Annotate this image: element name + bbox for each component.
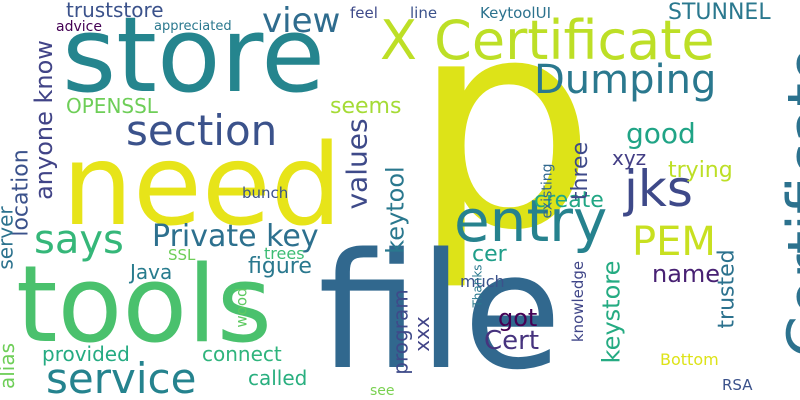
word-bottom: Bottom	[660, 352, 719, 368]
word-keytool: keytool	[384, 166, 408, 253]
word-seems: seems	[330, 96, 401, 118]
word-good: good	[626, 120, 696, 148]
word-values: values	[344, 118, 372, 209]
word-anyone-know: anyone know	[32, 40, 56, 200]
word-appreciated: appreciated	[154, 20, 232, 33]
word-connect: connect	[202, 344, 282, 364]
word-program: program	[391, 289, 411, 374]
word-line: line	[410, 6, 437, 21]
word-alias: alias	[0, 343, 17, 389]
word-xxx: xxx	[412, 316, 432, 352]
word-dumping: Dumping	[534, 60, 716, 100]
word-ssl: SSL	[168, 248, 195, 263]
word-trusted: trusted	[717, 249, 739, 328]
word-view: view	[262, 4, 340, 38]
word-keystore: keystore	[599, 261, 623, 364]
word-called: called	[248, 368, 307, 388]
word-trees: trees	[264, 246, 305, 262]
word-trying: trying	[668, 160, 733, 182]
word-three: three	[570, 142, 592, 200]
word-keytoolui: KeytoolUI	[480, 6, 551, 21]
word-rsa: RSA	[722, 378, 752, 393]
word-pem: PEM	[632, 222, 716, 262]
word-cert: Cert	[484, 328, 539, 354]
word-truststore: truststore	[66, 0, 164, 20]
word-certificate: Certificate	[780, 46, 800, 358]
word-xyz: xyz	[612, 148, 646, 168]
word-thanks: Thanks	[472, 264, 484, 307]
word-stunnel: STUNNEL	[668, 2, 771, 24]
word-cer: cer	[472, 244, 507, 266]
word-wood: wood	[235, 287, 250, 327]
word-says: says	[34, 220, 124, 260]
word-server: server	[0, 206, 16, 269]
word-existing: existing	[540, 164, 554, 219]
word-provided: provided	[42, 344, 130, 364]
word-advice: advice	[56, 20, 102, 34]
word-bunch: bunch	[242, 186, 288, 201]
word-openssl: OPENSSL	[66, 96, 158, 116]
word-name: name	[652, 262, 720, 286]
word-knowledge: knowledge	[571, 261, 586, 342]
word-java: Java	[130, 262, 172, 282]
word-feel: feel	[350, 6, 378, 21]
word-see: see	[370, 384, 395, 398]
